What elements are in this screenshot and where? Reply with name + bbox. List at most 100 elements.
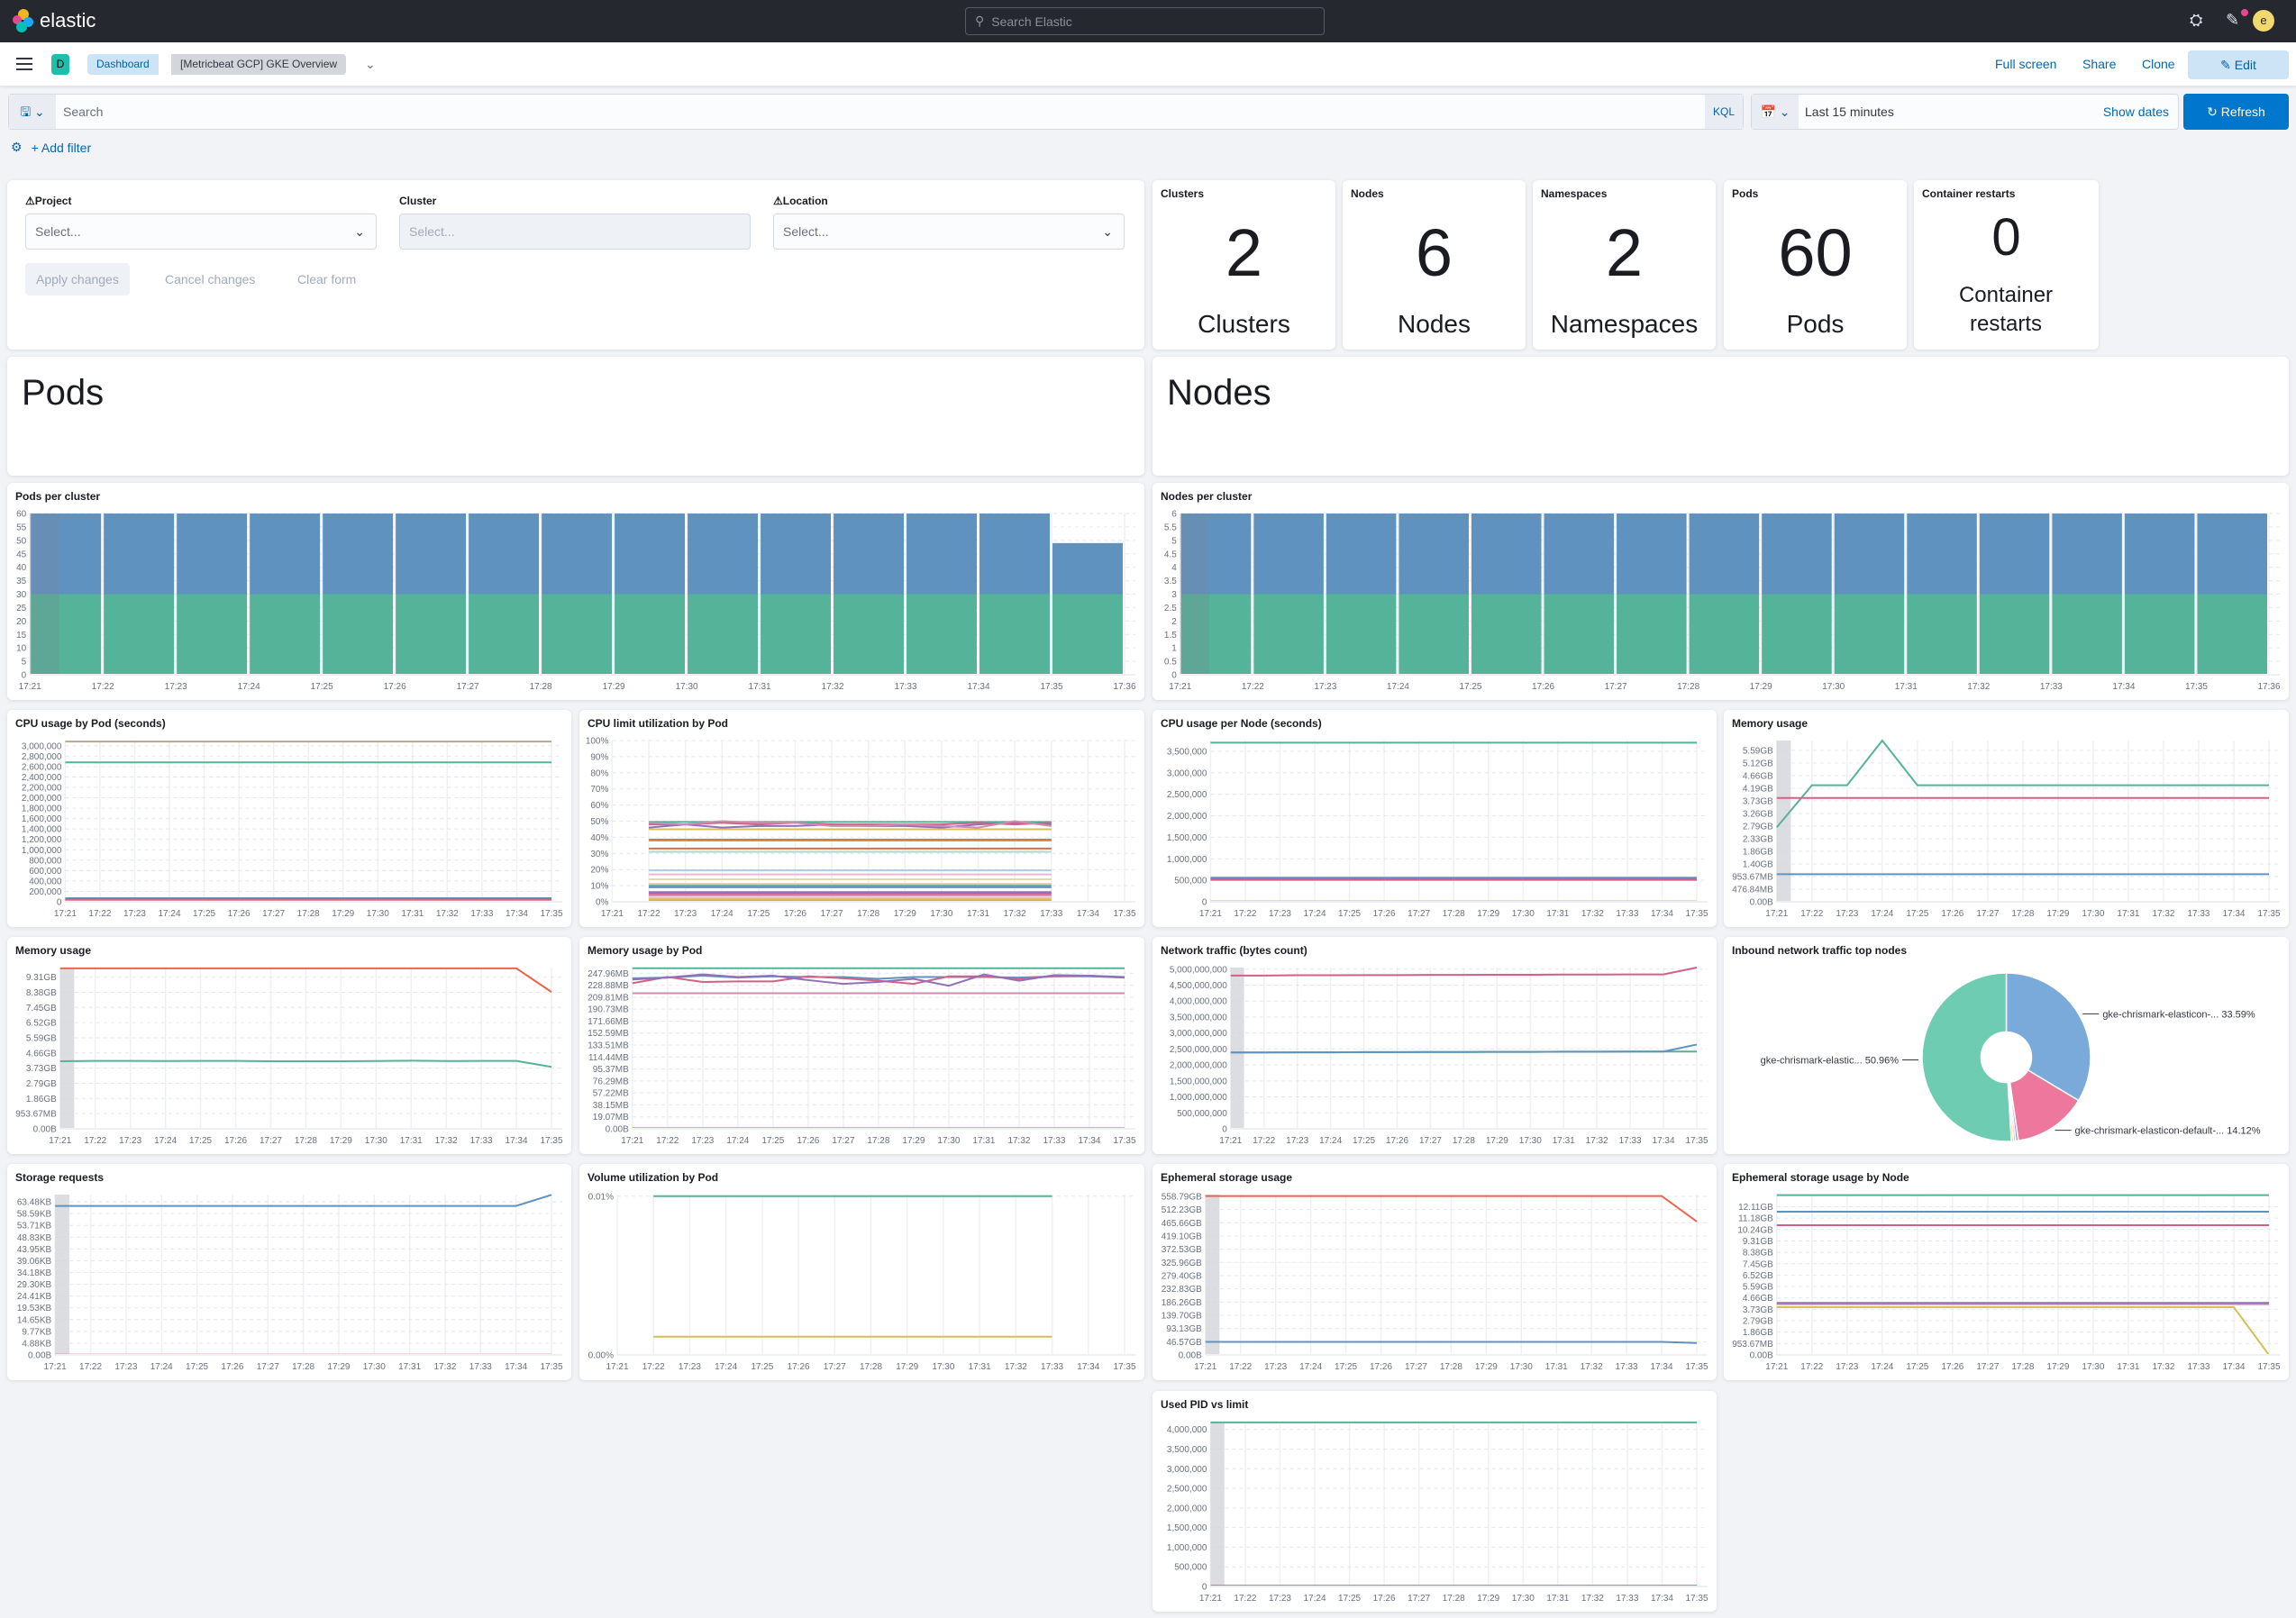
bar-segment[interactable] — [761, 514, 832, 595]
bar-segment[interactable] — [1180, 594, 1252, 676]
show-dates-link[interactable]: Show dates — [2102, 105, 2169, 119]
bar-segment[interactable] — [1762, 514, 1832, 595]
edit-button[interactable]: ✎ Edit — [2188, 50, 2289, 79]
pie-slice[interactable] — [2009, 1068, 2080, 1141]
series-line[interactable] — [1230, 967, 1698, 977]
bar-segment[interactable] — [761, 594, 832, 676]
bar-segment[interactable] — [396, 594, 467, 676]
bar-segment[interactable] — [323, 594, 394, 676]
time-range[interactable]: Last 15 minutes — [1805, 105, 1894, 119]
bar-segment[interactable] — [2052, 514, 2122, 595]
series-line[interactable] — [1205, 1195, 1698, 1223]
full-screen-link[interactable]: Full screen — [1995, 57, 2057, 71]
add-filter-link[interactable]: + Add filter — [31, 140, 92, 155]
bar-segment[interactable] — [615, 514, 686, 595]
bar-segment[interactable] — [1399, 594, 1469, 676]
series-line[interactable] — [1776, 1306, 2270, 1356]
bar-segment[interactable] — [688, 514, 759, 595]
bar-segment[interactable] — [2124, 594, 2195, 676]
bar-segment[interactable] — [1834, 514, 1905, 595]
bar-segment[interactable] — [469, 594, 540, 676]
bar-segment[interactable] — [1617, 514, 1687, 595]
bar-segment[interactable] — [1689, 514, 1760, 595]
bar-segment[interactable] — [834, 514, 905, 595]
bar-segment[interactable] — [1979, 594, 2050, 676]
pie-slice[interactable] — [2005, 972, 2091, 1102]
bar-segment[interactable] — [542, 514, 613, 595]
saved-query-button[interactable]: 🖫 ⌄ — [9, 95, 56, 129]
bar-segment[interactable] — [907, 594, 978, 676]
global-search-input[interactable]: ⚲ Search Elastic — [965, 7, 1325, 35]
series-line[interactable] — [1205, 1341, 1698, 1344]
bar-segment[interactable] — [396, 514, 467, 595]
bar-segment[interactable] — [1326, 514, 1397, 595]
bar-segment[interactable] — [1253, 594, 1324, 676]
bar-segment[interactable] — [1326, 594, 1397, 676]
bar-segment[interactable] — [979, 594, 1051, 676]
bar-segment[interactable] — [1544, 514, 1615, 595]
bar-segment[interactable] — [31, 594, 102, 676]
bar-segment[interactable] — [615, 594, 686, 676]
bar-segment[interactable] — [907, 514, 978, 595]
bar-segment[interactable] — [1052, 542, 1123, 595]
help-icon[interactable]: ⛭ — [2190, 11, 2203, 29]
kql-button[interactable]: KQL — [1705, 95, 1743, 129]
bar-segment[interactable] — [542, 594, 613, 676]
bar-segment[interactable] — [1907, 594, 1977, 676]
bar-segment[interactable] — [31, 514, 102, 595]
bar-segment[interactable] — [469, 514, 540, 595]
location-select[interactable]: Select... ⌄ — [773, 214, 1125, 250]
bar-segment[interactable] — [1180, 514, 1252, 595]
query-input[interactable]: Search — [63, 105, 104, 119]
bar-segment[interactable] — [2197, 594, 2267, 676]
bar-segment[interactable] — [1834, 594, 1905, 676]
app-badge[interactable]: D — [51, 54, 69, 75]
bar-segment[interactable] — [1617, 594, 1687, 676]
bar-segment[interactable] — [1689, 594, 1760, 676]
bar-segment[interactable] — [834, 594, 905, 676]
series-line[interactable] — [1776, 739, 2269, 828]
bar-segment[interactable] — [1399, 514, 1469, 595]
bar-segment[interactable] — [250, 514, 321, 595]
clear-form-button[interactable]: Clear form — [297, 272, 357, 286]
apply-changes-button[interactable]: Apply changes — [25, 263, 130, 295]
breadcrumb-dashboard[interactable]: Dashboard — [87, 54, 159, 75]
bar-segment[interactable] — [323, 514, 394, 595]
bar-segment[interactable] — [1907, 514, 1977, 595]
newsfeed-icon[interactable]: ✎ — [2226, 11, 2240, 29]
bar-segment[interactable] — [2052, 594, 2122, 676]
bar-segment[interactable] — [1253, 514, 1324, 595]
bar-segment[interactable] — [1052, 594, 1123, 676]
chevron-down-icon[interactable]: ⌄ — [365, 57, 376, 71]
share-link[interactable]: Share — [2082, 57, 2117, 71]
bar-segment[interactable] — [1762, 594, 1832, 676]
calendar-icon[interactable]: 📅 ⌄ — [1752, 95, 1799, 129]
bar-segment[interactable] — [1544, 594, 1615, 676]
bar-segment[interactable] — [2124, 514, 2195, 595]
clone-link[interactable]: Clone — [2142, 57, 2175, 71]
bar-segment[interactable] — [250, 594, 321, 676]
menu-icon[interactable] — [16, 58, 32, 70]
user-avatar[interactable]: e — [2253, 10, 2274, 32]
bar-segment[interactable] — [1471, 594, 1542, 676]
cancel-changes-button[interactable]: Cancel changes — [165, 272, 256, 286]
project-select[interactable]: Select... ⌄ — [25, 214, 377, 250]
refresh-button[interactable]: ↻ Refresh — [2183, 94, 2289, 130]
date-picker[interactable]: 📅 ⌄ Last 15 minutes Show dates — [1751, 94, 2179, 130]
bar-segment[interactable] — [177, 514, 248, 595]
series-line[interactable] — [1230, 1043, 1698, 1054]
bar-segment[interactable] — [979, 514, 1051, 595]
series-line[interactable] — [648, 820, 1052, 829]
series-line[interactable] — [632, 973, 1125, 987]
filter-icon[interactable]: ⚙ — [11, 140, 23, 154]
bar-segment[interactable] — [688, 594, 759, 676]
pie-slice[interactable] — [1921, 972, 2012, 1142]
bar-segment[interactable] — [104, 594, 175, 676]
series-line[interactable] — [59, 1059, 552, 1068]
bar-segment[interactable] — [1979, 514, 2050, 595]
bar-segment[interactable] — [1471, 514, 1542, 595]
series-line[interactable] — [59, 967, 552, 993]
series-line[interactable] — [649, 822, 1052, 826]
bar-segment[interactable] — [2197, 514, 2267, 595]
bar-segment[interactable] — [177, 594, 248, 676]
